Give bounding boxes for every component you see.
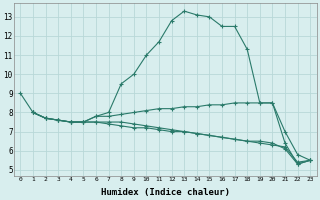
X-axis label: Humidex (Indice chaleur): Humidex (Indice chaleur) [101, 188, 230, 197]
